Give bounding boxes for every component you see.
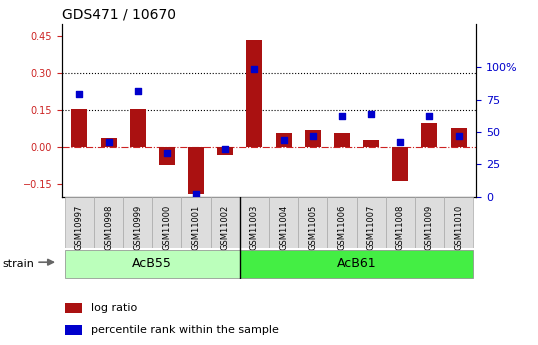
- Text: GSM11010: GSM11010: [454, 204, 463, 250]
- Bar: [65, 303, 82, 313]
- Bar: [240, 197, 269, 248]
- Bar: [386, 197, 415, 248]
- Bar: [421, 123, 437, 147]
- Bar: [65, 325, 82, 335]
- Text: percentile rank within the sample: percentile rank within the sample: [91, 325, 279, 335]
- Bar: [240, 250, 473, 278]
- Point: [396, 139, 405, 145]
- Point: [279, 137, 288, 142]
- Point: [133, 88, 142, 93]
- Text: GSM11008: GSM11008: [396, 204, 405, 250]
- Point: [338, 114, 346, 119]
- Text: GSM11007: GSM11007: [366, 204, 376, 250]
- Text: GSM11003: GSM11003: [250, 204, 259, 250]
- Text: GSM11000: GSM11000: [162, 204, 172, 250]
- Bar: [152, 197, 181, 248]
- Text: AcB55: AcB55: [132, 257, 172, 270]
- Bar: [101, 138, 117, 147]
- Point: [425, 114, 434, 119]
- Bar: [181, 197, 211, 248]
- Bar: [159, 147, 175, 165]
- Bar: [357, 197, 386, 248]
- Point: [367, 111, 376, 117]
- Text: GSM10997: GSM10997: [75, 204, 84, 250]
- Bar: [65, 250, 240, 278]
- Point: [308, 133, 317, 139]
- Point: [162, 150, 171, 155]
- Bar: [363, 140, 379, 147]
- Bar: [275, 132, 292, 147]
- Text: GSM11002: GSM11002: [221, 204, 230, 250]
- Bar: [217, 147, 233, 155]
- Bar: [94, 197, 123, 248]
- Bar: [451, 128, 466, 147]
- Text: GSM10998: GSM10998: [104, 204, 113, 250]
- Text: log ratio: log ratio: [91, 303, 137, 313]
- Point: [104, 139, 113, 145]
- Bar: [123, 197, 152, 248]
- Text: GSM11009: GSM11009: [425, 204, 434, 250]
- Bar: [65, 197, 94, 248]
- Text: AcB61: AcB61: [337, 257, 377, 270]
- Bar: [334, 132, 350, 147]
- Text: GDS471 / 10670: GDS471 / 10670: [62, 8, 176, 22]
- Bar: [72, 109, 87, 147]
- Bar: [188, 147, 204, 194]
- Bar: [305, 130, 321, 147]
- Text: GSM11005: GSM11005: [308, 204, 317, 250]
- Bar: [327, 197, 357, 248]
- Text: GSM11001: GSM11001: [192, 204, 201, 250]
- Text: strain: strain: [3, 259, 34, 269]
- Bar: [130, 109, 146, 147]
- Text: GSM11006: GSM11006: [337, 204, 346, 250]
- Bar: [211, 197, 240, 248]
- Bar: [269, 197, 298, 248]
- Bar: [298, 197, 327, 248]
- Point: [221, 146, 230, 151]
- Bar: [392, 147, 408, 181]
- Point: [454, 133, 463, 139]
- Bar: [444, 197, 473, 248]
- Text: GSM10999: GSM10999: [133, 204, 142, 250]
- Point: [250, 66, 259, 71]
- Point: [192, 191, 200, 197]
- Bar: [415, 197, 444, 248]
- Point: [75, 92, 84, 97]
- Text: GSM11004: GSM11004: [279, 204, 288, 250]
- Bar: [246, 40, 263, 147]
